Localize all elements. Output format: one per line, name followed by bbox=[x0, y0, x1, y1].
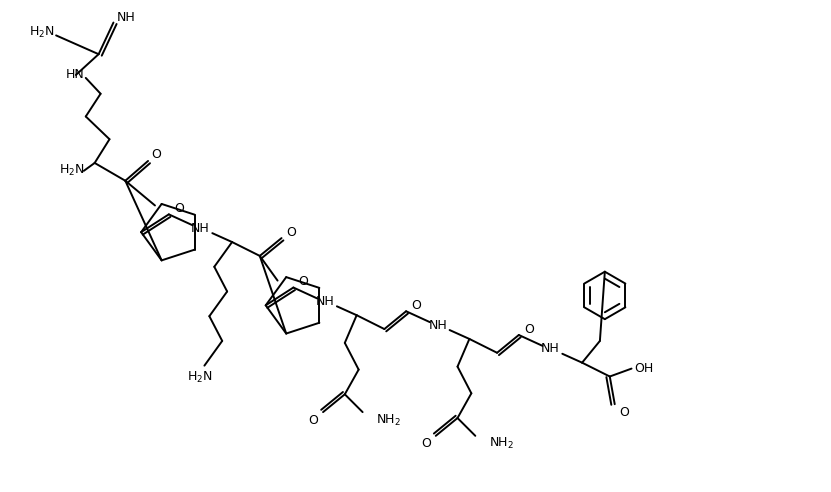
Text: H$_2$N: H$_2$N bbox=[29, 25, 55, 40]
Text: O: O bbox=[287, 226, 297, 239]
Text: O: O bbox=[620, 405, 630, 419]
Text: O: O bbox=[524, 323, 534, 336]
Text: NH: NH bbox=[316, 295, 334, 308]
Text: O: O bbox=[308, 413, 318, 427]
Text: H$_2$N: H$_2$N bbox=[59, 163, 85, 179]
Text: NH: NH bbox=[428, 319, 447, 332]
Text: NH: NH bbox=[541, 342, 560, 355]
Text: O: O bbox=[151, 148, 161, 160]
Text: O: O bbox=[298, 275, 308, 288]
Text: H$_2$N: H$_2$N bbox=[187, 370, 212, 385]
Text: OH: OH bbox=[635, 362, 654, 375]
Text: O: O bbox=[411, 299, 421, 312]
Text: HN: HN bbox=[66, 68, 85, 82]
Text: NH: NH bbox=[116, 11, 135, 24]
Text: NH$_2$: NH$_2$ bbox=[376, 412, 401, 428]
Text: O: O bbox=[421, 437, 430, 450]
Text: NH$_2$: NH$_2$ bbox=[489, 436, 514, 451]
Text: O: O bbox=[174, 202, 184, 215]
Text: NH: NH bbox=[191, 222, 210, 235]
